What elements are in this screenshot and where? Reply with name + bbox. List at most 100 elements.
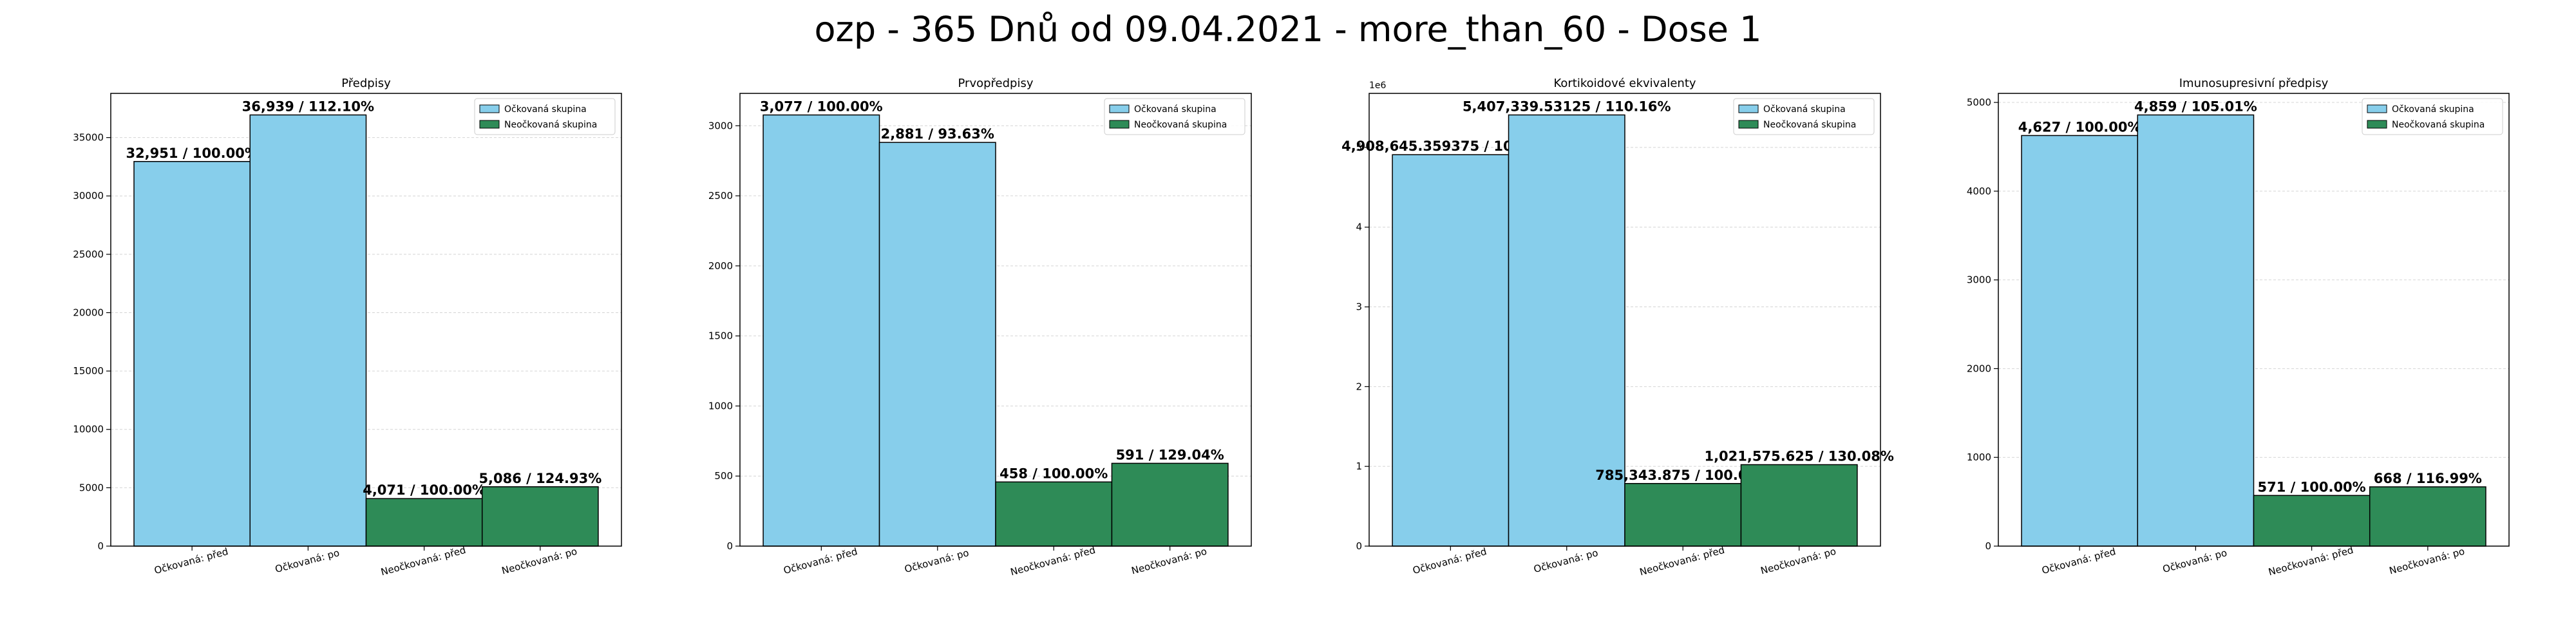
bar-1 <box>133 161 251 547</box>
y-tick-label: 25000 <box>73 249 104 260</box>
legend: Očkovaná skupina Neočkovaná skupina <box>1104 98 1245 135</box>
bar-2 <box>249 114 367 547</box>
y-tick-label: 2000 <box>708 260 733 272</box>
figure-title: ozp - 365 Dnů od 09.04.2021 - more_than_… <box>814 9 1762 50</box>
legend-swatch <box>1109 104 1130 113</box>
x-tick-label: Očkovaná: před <box>2041 545 2117 576</box>
y-tick-label: 0 <box>726 540 733 552</box>
legend-label: Neočkovaná skupina <box>2392 120 2485 130</box>
bar-value-label: 32,951 / 100.00% <box>126 146 258 161</box>
legend-label: Neočkovaná skupina <box>504 120 597 130</box>
bar-3 <box>995 481 1113 547</box>
bar-value-label: 458 / 100.00% <box>999 466 1108 481</box>
legend-box <box>474 98 616 135</box>
y-tick-label: 5000 <box>79 482 104 493</box>
bar-1 <box>2021 135 2139 547</box>
bar-3 <box>1624 483 1742 547</box>
axes-frame <box>739 93 1252 547</box>
bar-value-label: 5,407,339.53125 / 110.16% <box>1463 99 1671 114</box>
bar-3 <box>2253 495 2371 547</box>
y-tick-label: 15000 <box>73 365 104 377</box>
bar-value-label: 4,627 / 100.00% <box>2018 119 2141 135</box>
subplot-4: 4,627 / 100.00% Očkovaná: před 4,859 / 105… <box>1967 77 2510 578</box>
legend-label: Očkovaná skupina <box>2392 104 2474 115</box>
y-tick-label: 4000 <box>1967 185 1991 197</box>
y-tick-label: 30000 <box>73 190 104 202</box>
y-tick-label: 3 <box>1356 301 1362 313</box>
legend-label: Očkovaná skupina <box>1763 104 1846 115</box>
axes-frame <box>1368 93 1881 547</box>
bar-value-label: 668 / 116.99% <box>2374 471 2482 486</box>
y-tick-label: 1 <box>1356 460 1362 472</box>
bar-2 <box>1508 114 1625 547</box>
legend-label: Očkovaná skupina <box>504 104 587 115</box>
y-tick-label: 10000 <box>73 424 104 435</box>
bar-value-label: 591 / 129.04% <box>1116 447 1224 462</box>
y-tick-label: 3000 <box>708 120 733 131</box>
legend: Očkovaná skupina Neočkovaná skupina <box>1733 98 1875 135</box>
subplot-1: 32,951 / 100.00% Očkovaná: před 36,939 / 1… <box>73 77 622 578</box>
y-tick-label: 2 <box>1356 381 1362 392</box>
legend-box <box>2362 98 2503 135</box>
axes-frame <box>1998 93 2510 547</box>
bar-value-label: 36,939 / 112.10% <box>242 99 374 114</box>
y-tick-label: 0 <box>97 540 104 552</box>
x-tick-label: Očkovaná: po <box>1533 547 1600 575</box>
legend-box <box>1733 98 1875 135</box>
bar-value-label: 4,859 / 105.01% <box>2134 99 2257 114</box>
y-tick-label: 0 <box>1985 540 1991 552</box>
x-tick-label: Neočkovaná: před <box>379 544 467 578</box>
legend-swatch <box>479 104 500 113</box>
x-tick-label: Neočkovaná: po <box>1130 545 1208 577</box>
y-tick-label: 5 <box>1356 142 1362 153</box>
y-tick-label: 2500 <box>708 190 733 202</box>
y-tick-label: 35000 <box>73 132 104 144</box>
legend-label: Očkovaná skupina <box>1134 104 1217 115</box>
legend-box <box>1104 98 1245 135</box>
legend-label: Neočkovaná skupina <box>1134 120 1227 130</box>
bar-4 <box>1111 462 1229 547</box>
bar-2 <box>878 142 996 547</box>
y-tick-label: 1000 <box>1967 451 1991 463</box>
x-tick-label: Očkovaná: po <box>2161 547 2228 575</box>
x-tick-label: Neočkovaná: před <box>1638 544 1726 578</box>
subplot-3: 4,908,645.359375 / 100.00%Očkovaná: před… <box>1341 77 1894 578</box>
bar-1 <box>762 114 880 547</box>
subplot-title: Předpisy <box>341 77 391 90</box>
legend-swatch <box>2367 104 2387 113</box>
x-tick-label: Očkovaná: před <box>782 545 859 576</box>
legend-swatch <box>2367 120 2387 129</box>
legend-swatch <box>1109 120 1130 129</box>
legend-label: Neočkovaná skupina <box>1763 120 1856 130</box>
subplot-title: Kortikoidové ekvivalenty <box>1553 77 1696 90</box>
x-tick-label: Očkovaná: po <box>904 547 971 575</box>
bar-2 <box>2137 114 2255 547</box>
legend: Očkovaná skupina Neočkovaná skupina <box>474 98 616 135</box>
legend: Očkovaná skupina Neočkovaná skupina <box>2362 98 2503 135</box>
y-tick-label: 4 <box>1356 222 1362 233</box>
y-tick-label: 0 <box>1356 540 1362 552</box>
x-tick-label: Neočkovaná: po <box>500 545 578 577</box>
y-tick-label: 500 <box>714 470 733 482</box>
y-tick-label: 1500 <box>708 330 733 342</box>
legend-swatch <box>479 120 500 129</box>
x-tick-label: Neočkovaná: před <box>2267 544 2354 578</box>
y-tick-label: 1000 <box>708 400 733 412</box>
y-offset-text: 1e6 <box>1369 80 1387 91</box>
subplot-title: Imunosupresivní předpisy <box>2179 77 2329 90</box>
bar-4 <box>481 486 599 547</box>
bar-value-label: 2,881 / 93.63% <box>881 126 994 142</box>
bar-value-label: 571 / 100.00% <box>2258 479 2366 495</box>
legend-swatch <box>1738 120 1759 129</box>
x-tick-label: Očkovaná: před <box>153 545 230 576</box>
y-tick-label: 3000 <box>1967 274 1991 286</box>
bar-1 <box>1392 154 1510 547</box>
axes-frame <box>110 93 622 547</box>
bar-4 <box>1740 464 1858 547</box>
subplot-title: Prvopředpisy <box>958 77 1034 90</box>
bar-value-label: 4,071 / 100.00% <box>363 482 486 498</box>
legend-swatch <box>1738 104 1759 113</box>
subplot-2: 3,077 / 100.00% Očkovaná: před 2,881 / 93.… <box>708 77 1252 578</box>
y-tick-label: 2000 <box>1967 363 1991 374</box>
